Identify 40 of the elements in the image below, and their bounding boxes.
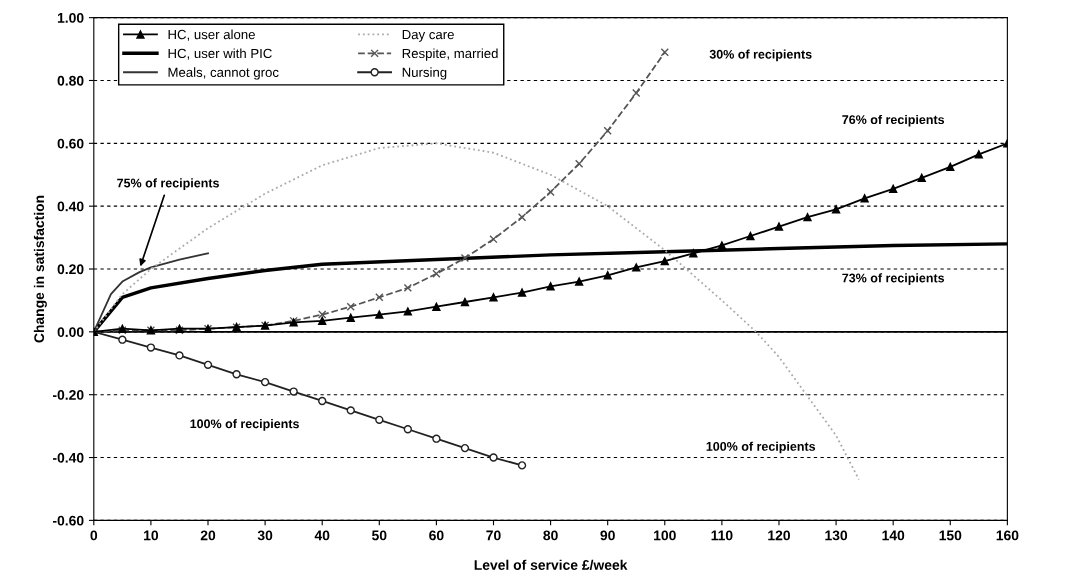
legend-label: Day care	[402, 30, 454, 42]
x-tick-label: 100	[654, 530, 676, 541]
x-tick-label: 60	[429, 530, 444, 541]
legend-label: HC, user alone	[168, 29, 255, 41]
legend-label: Meals, cannot groc	[168, 67, 279, 80]
legend-label: Respite, married	[402, 48, 498, 61]
x-tick-label: 90	[600, 530, 615, 541]
y-tick-label: 0.60	[57, 138, 84, 149]
annotation: 100% of recipients	[706, 441, 816, 454]
x-tick-label: 10	[144, 530, 159, 541]
x-tick-label: 30	[257, 530, 273, 541]
y-tick-label: 0.00	[57, 327, 84, 338]
y-tick-label: 0.40	[57, 201, 84, 212]
legend-label: Nursing	[402, 67, 447, 80]
y-tick-label: -0.20	[52, 390, 84, 400]
legend-label: HC, user with PIC	[168, 48, 272, 60]
x-tick-label: 110	[711, 530, 733, 541]
x-tick-label: 40	[314, 530, 330, 541]
annotation: 76% of recipients	[842, 114, 945, 127]
annotation: 30% of recipients	[709, 49, 812, 62]
x-tick-label: 160	[996, 530, 1019, 541]
x-tick-label: 120	[768, 530, 790, 541]
y-tick-label: 0.20	[57, 264, 84, 275]
y-tick-label: 1.00	[57, 12, 84, 23]
x-tick-label: 130	[825, 530, 848, 541]
x-axis-title: Level of service £/week	[474, 559, 628, 571]
y-axis-title: Change in satisfaction	[33, 195, 47, 343]
y-tick-label: -0.40	[52, 452, 84, 463]
annotation: 73% of recipients	[842, 273, 945, 285]
y-tick-label: 0.80	[57, 75, 84, 86]
x-tick-label: 80	[543, 530, 558, 541]
x-tick-label: 50	[372, 530, 387, 541]
x-tick-label: 20	[200, 530, 216, 541]
x-tick-label: 150	[939, 530, 962, 541]
x-tick-label: 70	[486, 530, 501, 541]
x-tick-label: 140	[882, 530, 905, 541]
x-tick-label: 0	[90, 530, 98, 541]
annotation: 75% of recipients	[117, 178, 219, 190]
annotation: 100% of recipients	[190, 419, 299, 431]
y-tick-label: -0.60	[52, 515, 84, 526]
